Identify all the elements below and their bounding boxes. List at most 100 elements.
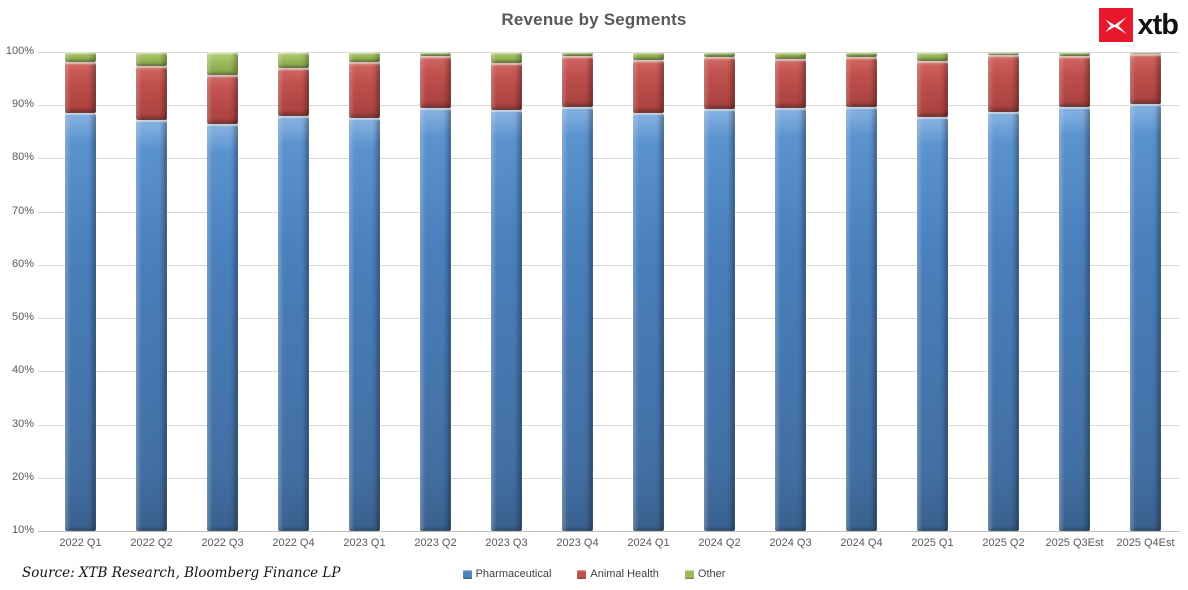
bar-2025-q1 <box>917 52 948 531</box>
segment-other <box>420 52 451 56</box>
y-axis-tick-label: 10% <box>11 524 34 536</box>
plot-area <box>38 51 1180 532</box>
legend-item-other: Other <box>684 568 725 580</box>
segment-other <box>988 52 1019 55</box>
gridline <box>38 158 1180 159</box>
x-axis-tick-label: 2025 Q3Est <box>1045 537 1104 549</box>
segment-pharmaceutical <box>65 113 96 531</box>
x-axis-tick-label: 2024 Q1 <box>627 537 670 549</box>
gridline <box>38 318 1180 319</box>
x-axis-tick-label: 2023 Q3 <box>485 537 528 549</box>
legend-swatch-icon <box>462 569 472 579</box>
x-axis-tick-label: 2024 Q2 <box>698 537 741 549</box>
segment-other <box>1059 51 1090 57</box>
segment-pharmaceutical <box>136 120 167 531</box>
segment-other <box>278 52 309 69</box>
x-axis-tick-label: 2022 Q4 <box>272 537 315 549</box>
segment-animal-health <box>846 56 877 107</box>
segment-other <box>207 52 238 75</box>
segment-pharmaceutical <box>846 106 877 531</box>
bar-2024-q4 <box>846 52 877 531</box>
y-axis-tick-label: 80% <box>11 151 34 163</box>
segment-animal-health <box>65 62 96 114</box>
gridline <box>38 425 1180 426</box>
y-axis-tick-label: 50% <box>11 311 34 323</box>
segment-pharmaceutical <box>633 113 664 531</box>
x-axis-tick-label: 2025 Q4Est <box>1116 537 1175 549</box>
x-axis-tick-label: 2023 Q1 <box>343 537 386 549</box>
bar-2022-q3 <box>207 52 238 531</box>
segment-animal-health <box>775 59 806 109</box>
segment-other <box>704 52 735 58</box>
segment-animal-health <box>349 61 380 118</box>
x-axis-tick-label: 2022 Q3 <box>201 537 244 549</box>
chart-legend: Pharmaceutical Animal Health Other <box>0 568 1188 580</box>
source-note: Source: XTB Research, Bloomberg Finance … <box>22 565 341 581</box>
legend-item-animal-health: Animal Health <box>577 568 659 580</box>
segment-animal-health <box>278 68 309 117</box>
x-axis-tick-label: 2023 Q4 <box>556 537 599 549</box>
bar-2023-q3 <box>491 52 522 531</box>
y-axis-tick-label: 60% <box>11 258 34 270</box>
xtb-logo-text: xtb <box>1137 9 1179 41</box>
xtb-logo-mark <box>1098 8 1133 42</box>
x-axis-tick-label: 2024 Q4 <box>840 537 883 549</box>
bar-2024-q2 <box>704 52 735 531</box>
segment-other <box>562 52 593 56</box>
legend-label: Pharmaceutical <box>475 568 552 580</box>
segment-other <box>65 52 96 63</box>
y-axis-tick-label: 40% <box>11 364 34 376</box>
segment-pharmaceutical <box>207 123 238 531</box>
segment-animal-health <box>420 55 451 109</box>
bar-2022-q2 <box>136 52 167 531</box>
segment-other <box>491 52 522 64</box>
x-axis-tick-label: 2025 Q2 <box>982 537 1025 549</box>
bar-2025-q3est <box>1059 51 1090 531</box>
x-axis-tick-label: 2023 Q2 <box>414 537 457 549</box>
segment-pharmaceutical <box>775 108 806 531</box>
y-axis-tick-label: 30% <box>11 418 34 430</box>
segment-animal-health <box>704 57 735 109</box>
segment-animal-health <box>917 60 948 117</box>
segment-pharmaceutical <box>278 116 309 531</box>
bar-2023-q2 <box>420 52 451 531</box>
segment-pharmaceutical <box>562 106 593 531</box>
xtb-x-icon <box>1104 16 1127 35</box>
gridline <box>38 52 1180 53</box>
legend-item-pharmaceutical: Pharmaceutical <box>462 568 552 580</box>
bar-2022-q4 <box>278 52 309 531</box>
segment-animal-health <box>988 54 1019 112</box>
segment-other <box>1130 52 1161 54</box>
gridline <box>38 478 1180 479</box>
segment-other <box>917 52 948 61</box>
bar-2023-q1 <box>349 52 380 531</box>
segment-other <box>349 52 380 62</box>
gridline <box>38 371 1180 372</box>
segment-animal-health <box>562 55 593 107</box>
y-axis-tick-label: 20% <box>11 471 34 483</box>
segment-pharmaceutical <box>491 110 522 531</box>
segment-animal-health <box>633 60 664 114</box>
bar-2024-q1 <box>633 52 664 531</box>
legend-swatch-icon <box>684 569 694 579</box>
bar-2023-q4 <box>562 52 593 531</box>
segment-pharmaceutical <box>420 108 451 531</box>
gridline <box>38 265 1180 266</box>
segment-pharmaceutical <box>704 108 735 531</box>
gridline <box>38 105 1180 106</box>
x-axis-tick-label: 2024 Q3 <box>769 537 812 549</box>
segment-other <box>136 52 167 66</box>
legend-label: Animal Health <box>590 568 659 580</box>
legend-swatch-icon <box>577 569 587 579</box>
gridline <box>38 531 1180 532</box>
x-axis-tick-label: 2022 Q2 <box>130 537 173 549</box>
segment-pharmaceutical <box>988 111 1019 531</box>
gridline <box>38 212 1180 213</box>
segment-animal-health <box>207 74 238 124</box>
segment-pharmaceutical <box>917 116 948 531</box>
y-axis-tick-label: 90% <box>11 98 34 110</box>
segment-pharmaceutical <box>1059 106 1090 531</box>
segment-animal-health <box>1130 53 1161 105</box>
segment-pharmaceutical <box>1130 104 1161 531</box>
